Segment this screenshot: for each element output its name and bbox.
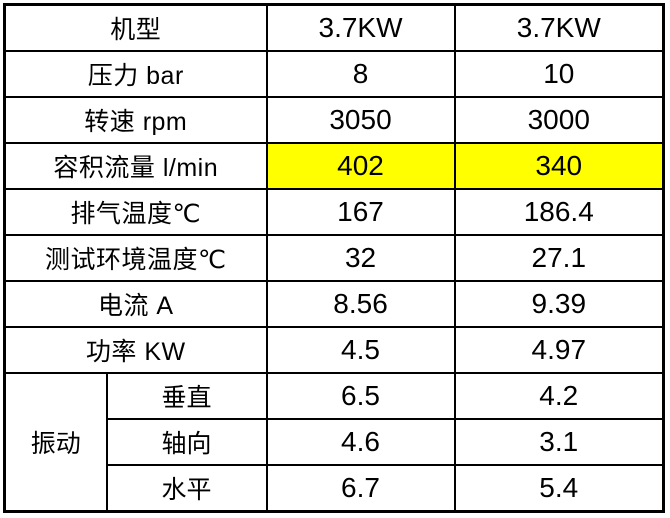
current-value-2: 9.39 <box>453 280 665 328</box>
exhaust-temp-value-2: 186.4 <box>453 188 665 236</box>
speed-value-1: 3050 <box>265 96 456 144</box>
row-label-pressure: 压力 bar <box>3 50 268 98</box>
power-value-1: 4.5 <box>265 326 456 374</box>
table-row-pressure: 压力 bar 8 10 <box>3 50 665 98</box>
vibration-horizontal-value-2: 5.4 <box>453 464 665 513</box>
table-row-vibration-horizontal: 水平 6.7 5.4 <box>5 464 665 513</box>
table-row-ambient-temp: 测试环境温度℃ 32 27.1 <box>3 234 665 282</box>
table-row-model: 机型 3.7KW 3.7KW <box>3 3 665 52</box>
row-label-current: 电流 A <box>3 280 268 328</box>
power-value-2: 4.97 <box>453 326 665 374</box>
pressure-value-1: 8 <box>265 50 456 98</box>
vibration-group-label: 振动 <box>3 372 108 513</box>
row-label-flow: 容积流量 l/min <box>3 142 268 190</box>
current-value-1: 8.56 <box>265 280 456 328</box>
model-value-2: 3.7KW <box>453 3 665 52</box>
exhaust-temp-value-1: 167 <box>265 188 456 236</box>
vibration-axial-value-1: 4.6 <box>265 418 456 466</box>
table-row-power: 功率 KW 4.5 4.97 <box>3 326 665 374</box>
flow-value-1-highlighted: 402 <box>265 142 456 190</box>
table-row-vibration-vertical: 振动 垂直 6.5 4.2 <box>3 372 665 513</box>
vibration-vertical-value-2: 4.2 <box>453 372 665 420</box>
table-row-exhaust-temp: 排气温度℃ 167 186.4 <box>3 188 665 236</box>
row-label-power: 功率 KW <box>3 326 268 374</box>
flow-value-2-highlighted: 340 <box>453 142 665 190</box>
table-row-speed: 转速 rpm 3050 3000 <box>3 96 665 144</box>
pressure-value-2: 10 <box>453 50 665 98</box>
table-row-vibration-axial: 轴向 4.6 3.1 <box>5 418 665 466</box>
table-row-current: 电流 A 8.56 9.39 <box>3 280 665 328</box>
vibration-axial-value-2: 3.1 <box>453 418 665 466</box>
ambient-temp-value-1: 32 <box>265 234 456 282</box>
speed-value-2: 3000 <box>453 96 665 144</box>
vibration-vertical-value-1: 6.5 <box>265 372 456 420</box>
spec-table: 机型 3.7KW 3.7KW 压力 bar 8 10 转速 rpm 3050 3… <box>3 3 666 513</box>
table-row-flow: 容积流量 l/min 402 340 <box>3 142 665 190</box>
row-label-speed: 转速 rpm <box>3 96 268 144</box>
row-label-model: 机型 <box>3 3 268 52</box>
row-label-exhaust-temp: 排气温度℃ <box>3 188 268 236</box>
model-value-1: 3.7KW <box>265 3 456 52</box>
vibration-axis-axial: 轴向 <box>105 418 268 466</box>
vibration-horizontal-value-1: 6.7 <box>265 464 456 513</box>
vibration-axis-horizontal: 水平 <box>105 464 268 513</box>
ambient-temp-value-2: 27.1 <box>453 234 665 282</box>
vibration-axis-vertical: 垂直 <box>105 372 268 420</box>
row-label-ambient-temp: 测试环境温度℃ <box>3 234 268 282</box>
